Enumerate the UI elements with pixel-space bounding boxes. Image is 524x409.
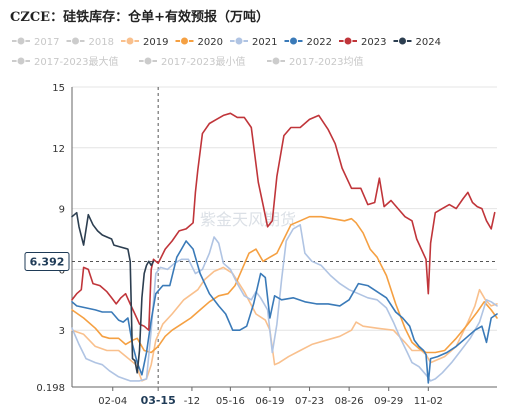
legend-item-2020[interactable]: 2020 <box>175 36 223 48</box>
pointer-label: 6.392 <box>30 255 65 268</box>
legend-swatch-dot <box>143 56 153 66</box>
legend-swatch-dot <box>16 36 26 46</box>
y-axis: 0.1983691215 <box>36 83 73 394</box>
legend-swatch-dot <box>234 36 244 46</box>
x-tick-label: 07-23 <box>295 396 324 407</box>
legend-label: 2022 <box>307 37 332 48</box>
x-tick-label: 08-26 <box>335 396 364 407</box>
legend-swatch-dot <box>271 56 281 66</box>
y-tick-label: 0.198 <box>36 383 65 394</box>
legend-swatch-dot <box>180 36 189 46</box>
legend-swatch-dot <box>343 36 353 46</box>
legend-label: 2017-2023最小值 <box>161 55 246 68</box>
legend-swatch-dot <box>16 56 26 66</box>
series-line-2024 <box>71 211 155 374</box>
legend-item-2018[interactable]: 2018 <box>66 36 114 48</box>
legend-label: 2018 <box>89 37 114 48</box>
pointer-label-box <box>24 251 70 271</box>
y-tick-label: 12 <box>52 144 65 155</box>
legend: 2017 2018 2019 2020 2021 2022 2023 2024 2017-202… <box>12 36 441 68</box>
legend-label: 2017-2023均值 <box>289 55 364 68</box>
legend-item-2017[interactable]: 2017 <box>12 36 59 48</box>
x-axis: 02-04 03-15 -12 05-16 06-19 07-23 08-26 09-29 11… <box>72 386 497 407</box>
y-tick-label: 9 <box>59 205 65 216</box>
x-tick-label: 03-15 <box>141 394 176 407</box>
series-line-2020 <box>71 215 498 354</box>
legend-label: 2020 <box>198 37 223 48</box>
legend-swatch-dot <box>125 36 135 46</box>
x-tick-label: 05-16 <box>216 396 245 407</box>
legend-label: 2017 <box>34 37 59 48</box>
x-tick-label: 11-02 <box>414 396 443 407</box>
pointer-readout: 6.392 <box>24 87 497 387</box>
legend-swatch-dot <box>289 36 298 46</box>
series-line-2021 <box>71 224 498 382</box>
y-tick-label: 15 <box>52 83 65 94</box>
legend-item-2019[interactable]: 2019 <box>121 36 168 48</box>
legend-item-2017-2023最小值[interactable]: 2017-2023最小值 <box>139 55 246 68</box>
y-tick-label: 3 <box>59 326 65 337</box>
legend-item-2023[interactable]: 2023 <box>339 36 386 48</box>
legend-item-2017-2023均值[interactable]: 2017-2023均值 <box>267 55 364 68</box>
series-line-2019 <box>71 266 498 382</box>
x-tick-label: 09-29 <box>374 396 403 407</box>
legend-label: 2021 <box>252 37 277 48</box>
legend-item-2017-2023最大值[interactable]: 2017-2023最大值 <box>12 55 119 68</box>
legend-label: 2024 <box>416 37 441 48</box>
legend-item-2022[interactable]: 2022 <box>284 36 332 48</box>
x-tick-label: 02-04 <box>98 396 127 407</box>
legend-label: 2019 <box>143 37 168 48</box>
legend-swatch-dot <box>398 36 407 46</box>
series-lines <box>71 112 498 384</box>
legend-swatch-dot <box>71 36 80 46</box>
legend-item-2021[interactable]: 2021 <box>230 36 277 48</box>
legend-label: 2023 <box>361 37 386 48</box>
legend-item-2024[interactable]: 2024 <box>393 36 441 48</box>
chart-title: CZCE：硅铁库存：仓单+有效预报（万吨） <box>10 9 269 25</box>
x-tick-label: -12 <box>184 396 200 407</box>
legend-label: 2017-2023最大值 <box>34 55 119 68</box>
watermark: 紫金天风期货 <box>200 210 296 229</box>
x-tick-label: 06-19 <box>255 396 284 407</box>
